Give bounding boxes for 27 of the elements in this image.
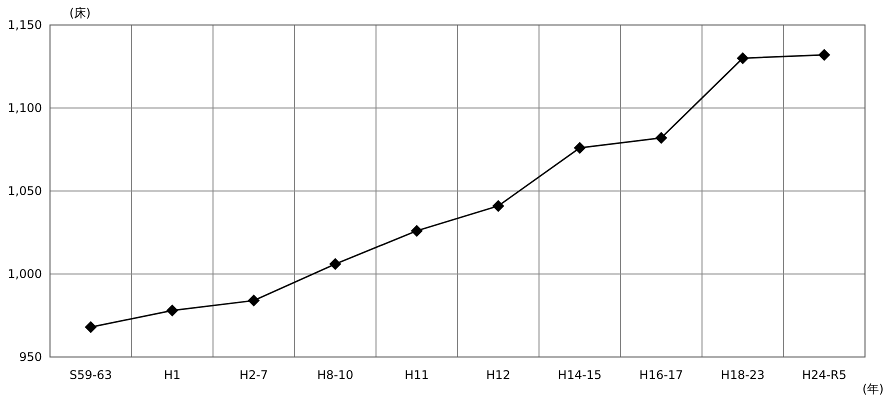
point: [410, 224, 423, 237]
y-tick-label: 1,050: [8, 184, 42, 198]
x-tick-label: H24-R5: [802, 368, 847, 382]
point: [329, 258, 342, 270]
point: [574, 142, 586, 154]
point: [655, 132, 668, 144]
x-tick-label: H2-7: [239, 368, 268, 382]
point: [248, 294, 260, 307]
x-tick-label: S59-63: [70, 368, 112, 382]
x-tick-label: H1: [164, 368, 181, 382]
x-axis-title: (年): [862, 382, 884, 396]
y-tick-label: 1,100: [8, 101, 42, 115]
y-tick-label: 1,150: [8, 18, 42, 32]
x-tick-label: H16-17: [639, 368, 684, 382]
point: [84, 321, 97, 334]
y-axis-title: (床): [69, 6, 91, 20]
x-tick-label: H8-10: [317, 368, 354, 382]
y-tick-label: 950: [19, 350, 42, 364]
point: [736, 52, 749, 64]
point: [492, 200, 504, 212]
x-tick-label: H18-23: [720, 368, 765, 382]
x-tick-label: H14-15: [558, 368, 602, 382]
point: [818, 48, 830, 61]
x-tick-label: H11: [404, 368, 429, 382]
point: [166, 304, 178, 317]
x-tick-label: H12: [486, 368, 510, 382]
y-tick-label: 1,000: [8, 267, 42, 281]
